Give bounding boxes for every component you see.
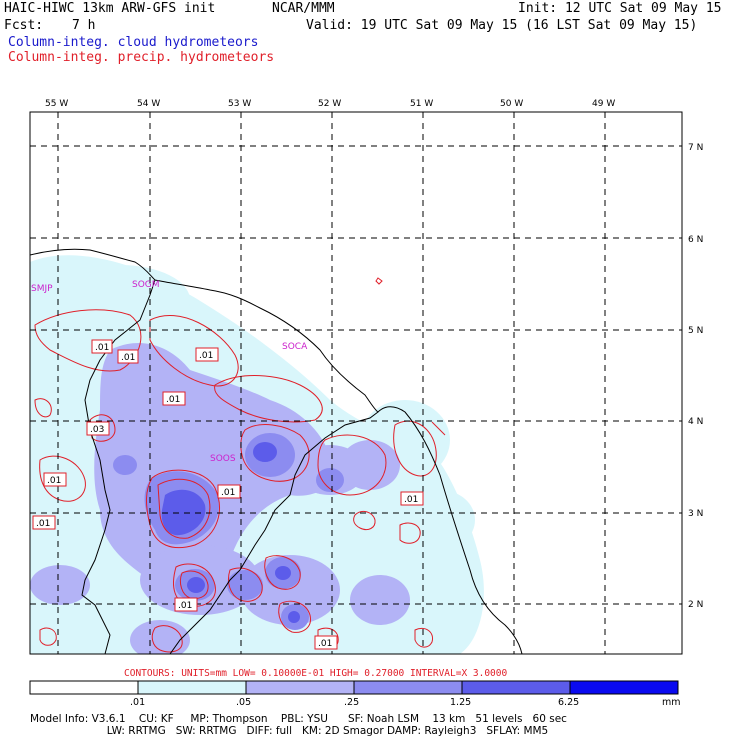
contour-label: .01: [95, 343, 109, 353]
lon-label: 51 W: [410, 99, 433, 109]
product-title: HAIC-HIWC 13km ARW-GFS init: [4, 1, 216, 16]
colorbar-seg-3: [353, 680, 463, 695]
lat-label: 5 N: [688, 326, 703, 336]
contour-label-box: .01: [314, 635, 338, 650]
contour-label-box: .01: [217, 484, 241, 499]
contour-label-box: .01: [162, 391, 186, 406]
forecast-hours: 7 h: [72, 18, 96, 33]
contour-label-box: .01: [43, 472, 67, 487]
lat-label: 6 N: [688, 235, 703, 245]
contour-label: .01: [47, 476, 61, 486]
contour-label: .01: [178, 601, 192, 611]
lon-label: 50 W: [500, 99, 523, 109]
model-info-line-1: Model Info: V3.6.1 CU: KF MP: Thompson P…: [30, 713, 567, 725]
graticule: [30, 112, 682, 654]
init-time: Init: 12 UTC Sat 09 May 15: [518, 1, 722, 16]
station-smjp: SMJP: [31, 284, 53, 294]
plot-frame: [29, 111, 683, 655]
cloud-field-intense: [161, 442, 300, 623]
contour-label-box: .01: [32, 515, 56, 530]
coastline-borders: [30, 248, 523, 654]
color-bar: [29, 680, 679, 695]
colorbar-seg-5: [569, 680, 679, 695]
colorbar-ticks: .01 .05 .25 1.25 6.25 mm: [130, 697, 681, 708]
lat-label: 3 N: [688, 509, 703, 519]
station-labels: SMJP SOGM SOCA SOOS: [31, 280, 308, 464]
contour-label: .01: [199, 351, 213, 361]
colorbar-seg-4: [461, 680, 571, 695]
lat-label: 4 N: [688, 417, 703, 427]
center-name: NCAR/MMM: [272, 1, 335, 16]
cloud-legend-label: Column-integ. cloud hydrometeors: [8, 35, 259, 50]
precip-legend-label: Column-integ. precip. hydrometeors: [8, 50, 275, 65]
colorbar-tick: 1.25: [450, 697, 471, 708]
colorbar-seg-1: [137, 680, 247, 695]
model-info-line-2: LW: RRTMG SW: RRTMG DIFF: full KM: 2D Sm…: [30, 725, 549, 737]
colorbar-seg-2: [245, 680, 355, 695]
contour-label-box: .01: [400, 491, 424, 506]
forecast-label: Fcst:: [4, 18, 44, 33]
precip-contours: [34, 277, 446, 653]
colorbar-tick: .05: [236, 697, 251, 708]
contour-label: .01: [404, 495, 418, 505]
contour-label: .01: [121, 353, 135, 363]
lon-label: 53 W: [228, 99, 251, 109]
contour-label: .01: [36, 519, 50, 529]
colorbar-tick: .01: [130, 697, 145, 708]
station-soca: SOCA: [282, 342, 308, 352]
station-sogm: SOGM: [132, 280, 160, 290]
contour-label: .03: [90, 425, 104, 435]
lat-label: 2 N: [688, 600, 703, 610]
lat-label: 7 N: [688, 143, 703, 153]
colorbar-tick: 6.25: [558, 697, 579, 708]
longitude-labels: 55 W 54 W 53 W 52 W 51 W 50 W 49 W: [45, 99, 615, 109]
valid-time: Valid: 19 UTC Sat 09 May 15 (16 LST Sat …: [306, 18, 698, 33]
contour-label: .01: [318, 639, 332, 649]
lon-label: 52 W: [318, 99, 341, 109]
contour-label-box: .01: [91, 339, 113, 354]
contour-label: .01: [221, 488, 235, 498]
colorbar-unit: mm: [662, 697, 681, 708]
station-soos: SOOS: [210, 454, 236, 464]
contour-label-box: .01: [117, 349, 139, 364]
colorbar-seg-0: [29, 680, 139, 695]
lon-label: 55 W: [45, 99, 68, 109]
latitude-labels: 7 N 6 N 5 N 4 N 3 N 2 N: [688, 143, 703, 610]
contour-label: .01: [166, 395, 180, 405]
contour-label-box: .01: [195, 347, 219, 362]
contour-label-box: .03: [86, 421, 110, 436]
contour-info: CONTOURS: UNITS=mm LOW= 0.10000E-01 HIGH…: [124, 668, 507, 679]
colorbar-tick: .25: [344, 697, 359, 708]
lon-label: 49 W: [592, 99, 615, 109]
lon-label: 54 W: [137, 99, 160, 109]
contour-label-box: .01: [174, 597, 198, 612]
contour-value-labels: .01 .01 .01 .01 .03 .01 .01 .01 .01 .01 …: [32, 339, 424, 650]
